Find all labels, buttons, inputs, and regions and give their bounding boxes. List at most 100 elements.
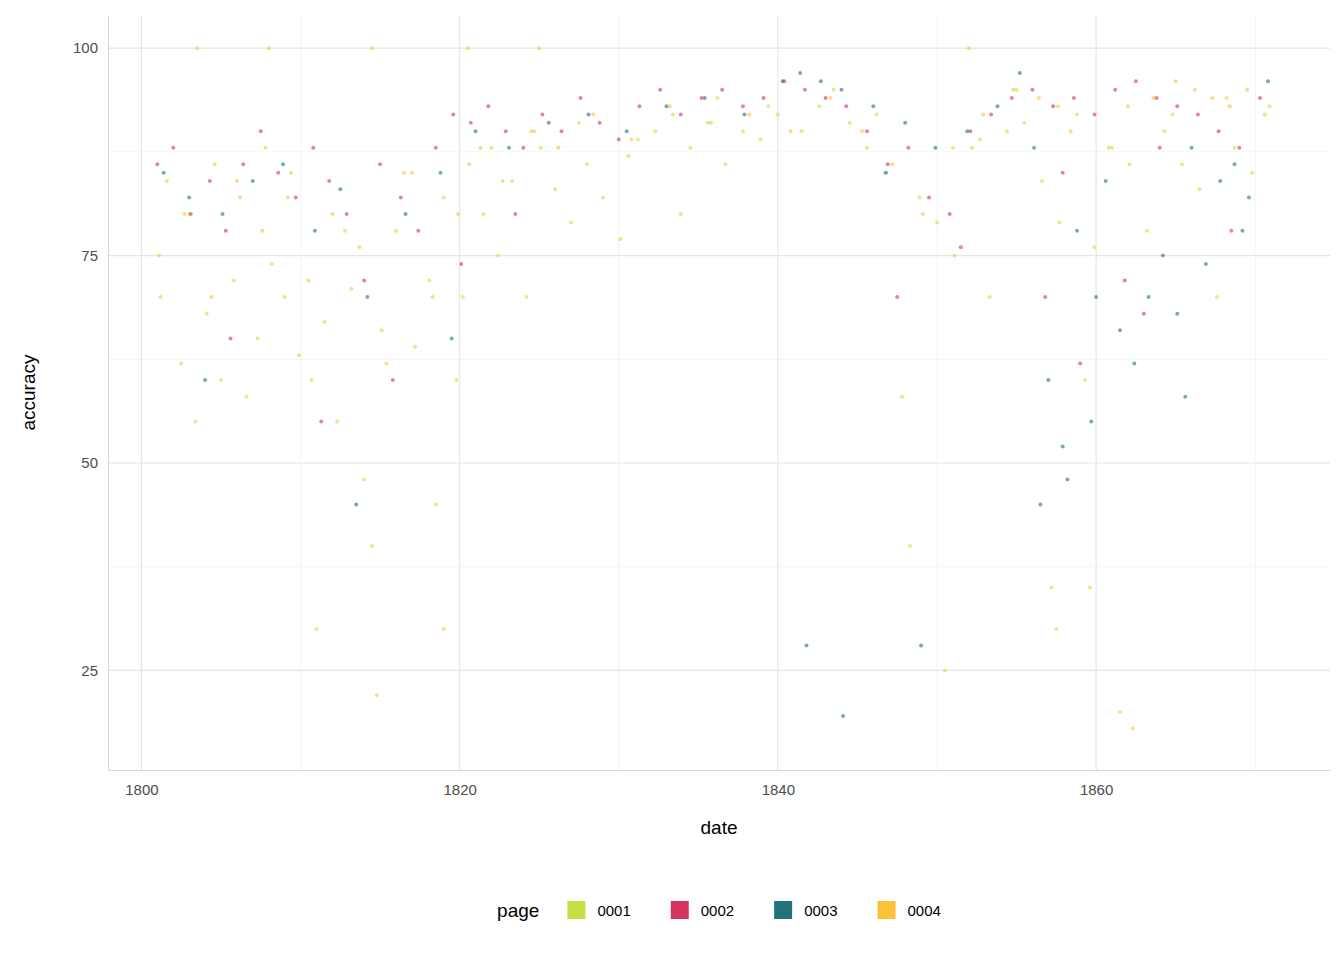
point <box>671 113 675 117</box>
point <box>513 212 517 216</box>
point <box>1145 229 1149 233</box>
point <box>1180 162 1184 166</box>
point <box>1113 88 1117 92</box>
point <box>781 79 785 83</box>
point <box>965 129 969 133</box>
point <box>539 146 543 150</box>
point <box>908 544 912 548</box>
point <box>486 104 490 108</box>
tick-label: 100 <box>73 39 98 56</box>
point <box>959 245 963 249</box>
point <box>559 129 563 133</box>
point <box>1069 129 1073 133</box>
point <box>1011 88 1015 92</box>
point <box>232 278 236 282</box>
point <box>1147 295 1151 299</box>
point <box>343 229 347 233</box>
point <box>917 196 921 200</box>
legend-key <box>567 901 585 919</box>
point <box>762 96 766 100</box>
point <box>591 113 595 117</box>
point <box>442 627 446 631</box>
point <box>1196 113 1200 117</box>
point <box>256 337 260 341</box>
tick: 100 <box>73 39 108 56</box>
point <box>1093 245 1097 249</box>
point <box>789 129 793 133</box>
point <box>1037 96 1041 100</box>
point <box>165 179 169 183</box>
legend: page0001000200030004 <box>497 900 941 921</box>
point <box>1258 96 1262 100</box>
point <box>434 503 438 507</box>
series-points <box>162 71 1270 718</box>
point <box>286 196 290 200</box>
point <box>179 361 183 365</box>
tick-label: 25 <box>81 662 98 679</box>
point <box>1175 104 1179 108</box>
point <box>927 196 931 200</box>
point <box>1183 395 1187 399</box>
tick: 1800 <box>125 770 158 798</box>
point <box>1078 361 1082 365</box>
point <box>579 96 583 100</box>
point <box>404 212 408 216</box>
point <box>569 220 573 224</box>
point <box>766 104 770 108</box>
point <box>1204 262 1208 266</box>
point <box>1088 585 1092 589</box>
point <box>1240 229 1244 233</box>
tick: 75 <box>81 247 108 264</box>
point <box>537 46 541 50</box>
point <box>439 171 443 175</box>
point <box>1018 71 1022 75</box>
point <box>357 245 361 249</box>
point <box>1072 96 1076 100</box>
y-axis-title: accuracy <box>18 354 39 431</box>
point <box>741 104 745 108</box>
point <box>1233 146 1237 150</box>
point <box>203 378 207 382</box>
point <box>1225 96 1229 100</box>
point <box>1237 146 1241 150</box>
grid-line <box>777 15 778 770</box>
point <box>1118 710 1122 714</box>
point <box>1104 179 1108 183</box>
point <box>244 395 248 399</box>
minor-grid-line <box>108 151 1330 152</box>
point <box>553 187 557 191</box>
point <box>987 295 991 299</box>
point <box>413 345 417 349</box>
minor-grid-line <box>618 15 619 770</box>
point <box>617 137 621 141</box>
legend-key <box>774 901 792 919</box>
minor-grid-line <box>108 359 1330 360</box>
point <box>155 162 159 166</box>
point <box>378 162 382 166</box>
point <box>330 212 334 216</box>
axis-line <box>108 16 109 771</box>
point <box>776 113 780 117</box>
point <box>1198 187 1202 191</box>
legend-title: page <box>497 900 539 921</box>
point <box>1043 295 1047 299</box>
point <box>658 88 662 92</box>
tick: 1840 <box>762 770 795 798</box>
point <box>410 171 414 175</box>
point <box>289 171 293 175</box>
point <box>159 295 163 299</box>
grid-line <box>108 670 1330 671</box>
point <box>259 129 263 133</box>
point <box>871 104 875 108</box>
point <box>451 113 455 117</box>
point <box>840 88 844 92</box>
point <box>1032 146 1036 150</box>
point <box>668 104 672 108</box>
point <box>456 212 460 216</box>
point <box>450 337 454 341</box>
point <box>742 113 746 117</box>
chart: 1800182018401860255075100dateaccuracypag… <box>0 0 1344 960</box>
minor-grid-line <box>1255 15 1256 770</box>
tick-label: 1840 <box>762 781 795 798</box>
point <box>1005 129 1009 133</box>
